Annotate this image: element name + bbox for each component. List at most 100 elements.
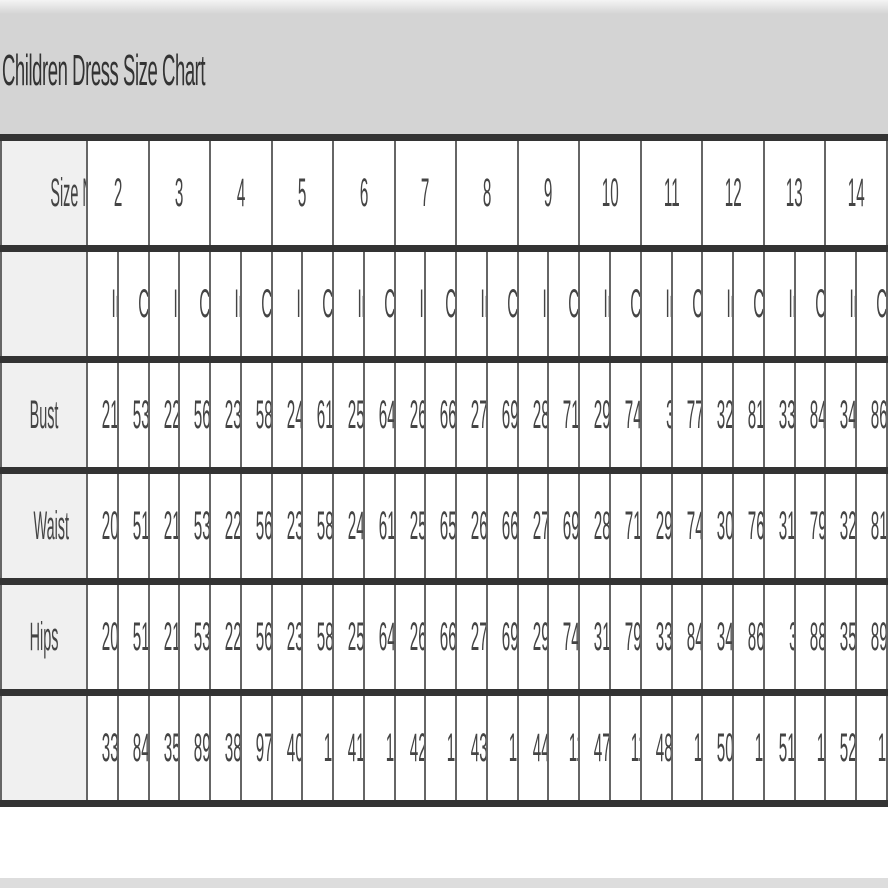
value-cell-text: 56: [255, 503, 272, 548]
value-cell: 22: [147, 356, 181, 474]
value-cell: 74: [670, 467, 704, 585]
chart-title: Children Dress Size Chart: [2, 46, 206, 95]
unit-inch: Inch: [762, 245, 796, 363]
value-cell: 35: [147, 689, 181, 807]
value-cell-text: 35: [163, 725, 180, 770]
value-cell-text: 34.5: [789, 615, 793, 660]
value-cell-text: 69: [563, 503, 580, 548]
value-cell-text: 35: [840, 614, 857, 659]
value-cell-text: 56: [194, 392, 211, 437]
size-header-text: 4: [236, 170, 246, 215]
value-cell: 64: [362, 356, 396, 474]
value-cell-text: 97: [255, 725, 272, 770]
size-header: 7: [393, 134, 458, 252]
size-header: 5: [270, 134, 335, 252]
unit-inch: Inch: [824, 245, 858, 363]
size-header: 6: [332, 134, 396, 252]
value-cell-text: 28: [532, 392, 549, 437]
value-cell-text: 58: [317, 503, 334, 548]
value-cell-text: 51: [132, 503, 149, 548]
value-cell: 122: [670, 689, 704, 807]
row-label: Bust: [0, 356, 88, 474]
unit-cm: CM: [732, 245, 765, 363]
value-cell-text: 84: [809, 392, 826, 437]
value-cell-text: 26: [409, 614, 426, 659]
value-cell: 89: [855, 578, 888, 696]
unit-inch: Inch: [332, 245, 365, 363]
value-cell-text: 64: [378, 392, 395, 437]
value-cell: 30.5: [639, 356, 673, 474]
value-cell: 23: [209, 356, 242, 474]
value-cell: 51: [116, 578, 150, 696]
unit-cm-text: CM: [384, 281, 395, 326]
value-cell-text: 20: [101, 614, 118, 659]
value-cell-text: 33: [101, 725, 118, 770]
value-cell-text: 44: [532, 725, 549, 770]
value-cell: 21: [147, 578, 181, 696]
value-cell-text: 86: [870, 392, 887, 437]
value-cell-text: 107: [447, 725, 456, 770]
size-label-text: Size No.: [50, 170, 85, 215]
value-cell: 26: [455, 467, 488, 585]
unit-cm-text: CM: [199, 281, 211, 326]
value-cell: 28: [578, 467, 612, 585]
size-header-text: 5: [298, 170, 307, 215]
value-cell: 61: [301, 356, 335, 474]
size-header: 14: [824, 134, 888, 252]
value-cell: 56: [239, 578, 273, 696]
value-cell: 32: [701, 356, 735, 474]
value-cell-text: 81: [747, 392, 764, 437]
value-cell-text: 28: [594, 503, 611, 548]
value-cell-text: 130: [816, 725, 825, 770]
unit-inch-text: Inch: [665, 281, 670, 326]
value-cell-text: 47: [594, 725, 611, 770]
value-cell-text: 81: [870, 503, 887, 548]
value-cell: 26: [393, 356, 427, 474]
value-cell-text: 104: [385, 725, 395, 770]
value-cell-text: 53: [194, 614, 211, 659]
value-cell-text: 122: [693, 725, 702, 770]
unit-cm-text: CM: [568, 281, 580, 326]
value-cell: 43: [455, 689, 488, 807]
value-cell-text: 71: [624, 503, 641, 548]
value-cell: 38: [209, 689, 242, 807]
value-cell-text: 69: [501, 614, 518, 659]
value-cell-text: 50: [717, 725, 734, 770]
value-cell-text: 23: [224, 392, 241, 437]
value-cell-text: 53: [132, 392, 149, 437]
value-cell-text: 30.5: [666, 393, 670, 438]
size-header: 9: [516, 134, 581, 252]
value-cell: 41: [332, 689, 365, 807]
value-cell: 24: [332, 467, 365, 585]
size-header-text: 13: [786, 170, 804, 215]
unit-inch-text: Inch: [788, 281, 793, 326]
value-cell-text: 51: [778, 725, 795, 770]
value-cell: 22: [209, 578, 242, 696]
value-cell-text: 29: [655, 503, 672, 548]
value-cell-text: 43: [470, 725, 487, 770]
value-cell-text: 86: [747, 614, 764, 659]
value-cell: 132: [855, 689, 888, 807]
size-header: 8: [455, 134, 519, 252]
value-cell: 58: [239, 356, 273, 474]
value-cell-text: 32: [717, 392, 734, 437]
value-cell: 66: [424, 356, 458, 474]
value-cell: 26: [393, 578, 427, 696]
value-cell: 53: [116, 356, 150, 474]
value-cell: 69: [485, 356, 519, 474]
value-cell-text: 24: [286, 392, 303, 437]
row-label: Hips: [0, 578, 88, 696]
unit-cm-text: CM: [445, 281, 457, 326]
value-cell: 51: [762, 689, 796, 807]
value-cell-text: 25: [347, 614, 364, 659]
size-header-text: 7: [421, 170, 430, 215]
value-cell-text: 127: [754, 725, 764, 770]
value-cell-text: 48: [655, 725, 672, 770]
unit-inch-text: Inch: [603, 281, 608, 326]
value-cell-text: 79: [624, 614, 641, 659]
unit-inch-text: Inch: [296, 281, 301, 326]
unit-cm: CM: [670, 245, 704, 363]
value-cell: 22: [209, 467, 242, 585]
value-cell: 29: [639, 467, 673, 585]
unit-cm: CM: [485, 245, 519, 363]
